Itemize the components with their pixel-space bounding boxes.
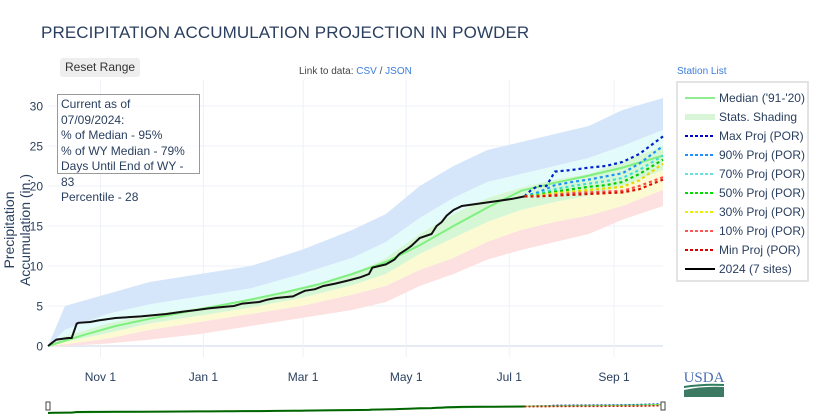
legend-label: 30% Proj (POR): [719, 204, 806, 219]
y-tick-label: 10: [30, 260, 44, 274]
legend-swatch-icon: [685, 96, 715, 99]
y-tick-label: 0: [36, 340, 43, 354]
range-slider: [45, 401, 666, 414]
x-tick-label: Nov 1: [85, 370, 117, 384]
legend-item[interactable]: 90% Proj (POR): [684, 145, 805, 164]
legend-label: 90% Proj (POR): [719, 147, 806, 162]
legend-item[interactable]: 50% Proj (POR): [684, 183, 805, 202]
legend-swatch-icon: [685, 172, 715, 175]
y-tick-label: 30: [30, 100, 44, 114]
legend-item[interactable]: 10% Proj (POR): [684, 221, 805, 240]
range-handle-right: [660, 401, 666, 411]
series-median-91-20: [47, 154, 664, 347]
legend-item[interactable]: Min Proj (POR): [684, 240, 800, 259]
status-days-left: Days Until End of WY - 83: [61, 159, 184, 189]
y-tick-label: 15: [30, 220, 44, 234]
legend-label: 10% Proj (POR): [719, 223, 806, 238]
legend-label: 2024 (7 sites): [719, 261, 792, 276]
usda-logo-text: USDA: [684, 370, 725, 386]
x-ticks: Nov 1 Jan 1 Mar 1 May 1 Jul 1 Sep 1: [85, 370, 630, 384]
legend-swatch-icon: [685, 210, 715, 213]
reset-range-button[interactable]: Reset Range: [60, 58, 141, 77]
legend: Median ('91-'20) Stats. Shading Max Proj (…: [676, 81, 809, 282]
legend-swatch-icon: [685, 134, 715, 137]
x-tick-label: Jul 1: [497, 370, 523, 384]
status-date: Current as of 07/09/2024:: [61, 97, 131, 127]
usda-logo: USDA: [683, 368, 725, 403]
series-lines: [47, 135, 664, 347]
legend-label: Median ('91-'20): [719, 90, 805, 105]
series-90-proj-por: [524, 145, 664, 198]
legend-label: 70% Proj (POR): [719, 166, 806, 181]
series-max-proj-por: [523, 135, 664, 198]
band-90-to-70: [48, 130, 663, 346]
legend-label: 50% Proj (POR): [719, 185, 806, 200]
legend-swatch-icon: [685, 191, 715, 194]
x-tick-label: Mar 1: [288, 370, 319, 384]
current-status-box: Current as of 07/09/2024: % of Median - …: [57, 94, 200, 204]
status-percentile: Percentile - 28: [61, 190, 139, 204]
station-list-link[interactable]: Station List: [677, 66, 727, 77]
mini-series: [524, 404, 664, 408]
chart-title: PRECIPITATION ACCUMULATION PROJECTION IN…: [41, 23, 530, 42]
range-handle-left: [45, 401, 51, 411]
x-tick-label: Jan 1: [189, 370, 219, 384]
y-tick-label: 20: [30, 180, 44, 194]
legend-swatch-icon: [685, 267, 715, 270]
legend-label: Min Proj (POR): [719, 242, 801, 257]
data-link-label: Link to data:: [299, 66, 354, 77]
series-70-proj-por: [524, 154, 664, 198]
link-separator: /: [379, 66, 383, 77]
series-2024-7-sites: [47, 195, 525, 347]
x-tick-label: Sep 1: [598, 370, 630, 384]
legend-item[interactable]: Median ('91-'20): [684, 88, 805, 107]
legend-swatch-icon: [685, 113, 715, 120]
legend-label: Max Proj (POR): [719, 128, 804, 143]
legend-swatch-icon: [685, 229, 715, 232]
band-max-to-90: [48, 98, 663, 346]
legend-swatch-icon: [685, 248, 715, 251]
legend-item[interactable]: Max Proj (POR): [684, 126, 804, 145]
legend-item[interactable]: Stats. Shading: [684, 107, 797, 126]
legend-item[interactable]: 2024 (7 sites): [684, 259, 792, 278]
legend-item[interactable]: 30% Proj (POR): [684, 202, 805, 221]
status-pct-wy-median: % of WY Median - 79%: [61, 143, 185, 158]
status-pct-median: % of Median - 95%: [61, 128, 163, 142]
y-axis-label: Precipitation Accumulation (in.): [1, 173, 33, 287]
mini-series: [47, 405, 525, 414]
y-ticks: 0 5 10 15 20 25 30: [30, 100, 44, 354]
json-link[interactable]: JSON: [385, 66, 412, 77]
series-min-proj-por: [524, 178, 664, 198]
y-tick-label: 5: [36, 300, 43, 314]
data-link-bar: Link to data: CSV / JSON: [299, 66, 412, 77]
usda-logo-icon: USDA: [684, 370, 725, 397]
x-tick-label: May 1: [390, 370, 423, 384]
legend-item[interactable]: 70% Proj (POR): [684, 164, 805, 183]
csv-link[interactable]: CSV: [356, 66, 377, 77]
y-tick-label: 25: [30, 140, 44, 154]
legend-swatch-icon: [685, 153, 715, 156]
legend-label: Stats. Shading: [719, 109, 798, 124]
